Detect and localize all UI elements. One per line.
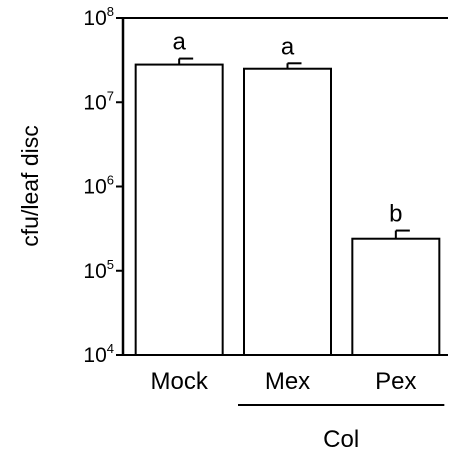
y-tick-label: 108 [83, 4, 114, 30]
x-tick-label: Mex [265, 368, 310, 395]
x-axis-labels: Mock Mex Pex [150, 368, 416, 395]
y-axis-label: cfu/leaf disc [17, 125, 43, 246]
axes [121, 17, 448, 356]
y-tick-label: 107 [83, 88, 114, 114]
significance-letter: a [172, 29, 186, 56]
x-tick-label: Mock [150, 368, 208, 395]
x-tick-label: Pex [375, 368, 416, 395]
y-tick-label: 106 [83, 173, 114, 199]
y-tick-label: 105 [83, 257, 114, 283]
group-label: Col [323, 426, 359, 453]
group-annotation: Col [238, 404, 445, 453]
significance-letter: b [389, 201, 402, 228]
bars: a a b [134, 29, 441, 357]
y-axis-ticks: 104 105 106 107 108 [83, 4, 123, 367]
y-tick-label: 104 [83, 341, 114, 367]
significance-letter: a [281, 33, 295, 60]
bar-mex [243, 67, 332, 357]
bar-mock [134, 63, 224, 356]
bar-pex [351, 237, 441, 357]
